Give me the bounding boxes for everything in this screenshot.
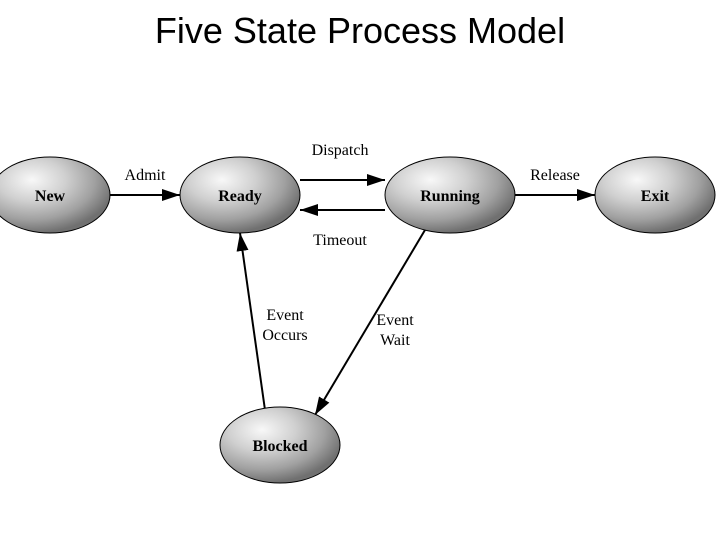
edge-label-timeout: Timeout	[313, 232, 367, 249]
edge-label-event-wait-2: Wait	[380, 332, 410, 349]
edge-label-event-occurs-2: Occurs	[262, 327, 307, 344]
node-label-exit: Exit	[641, 188, 670, 205]
state-diagram: Admit Dispatch Timeout Release Event Wai…	[0, 0, 720, 540]
edge-label-admit: Admit	[125, 167, 166, 184]
node-label-new: New	[35, 188, 66, 205]
node-label-running: Running	[420, 188, 480, 205]
node-label-ready: Ready	[218, 188, 262, 205]
edge-event-occurs	[240, 233, 265, 410]
edge-label-dispatch: Dispatch	[312, 142, 369, 159]
node-label-blocked: Blocked	[252, 438, 307, 455]
edge-label-release: Release	[530, 167, 580, 184]
edge-label-event-wait-1: Event	[376, 312, 414, 329]
edge-label-event-occurs-1: Event	[266, 307, 304, 324]
